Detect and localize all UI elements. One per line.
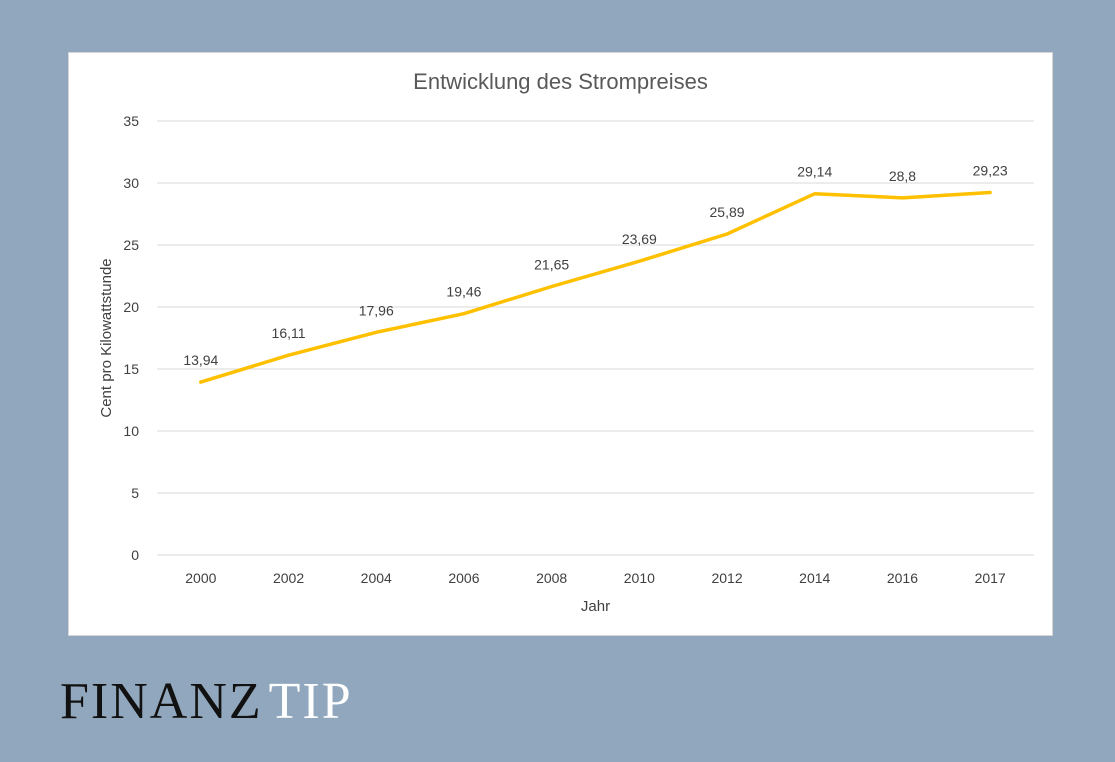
y-tick-label: 0 bbox=[131, 547, 139, 563]
x-tick-label: 2016 bbox=[887, 570, 918, 586]
data-label: 19,46 bbox=[446, 284, 481, 300]
y-tick-label: 10 bbox=[123, 423, 139, 439]
data-label: 29,14 bbox=[797, 164, 832, 180]
data-label: 17,96 bbox=[359, 302, 394, 318]
y-tick-label: 15 bbox=[123, 361, 139, 377]
finanztip-logo: FINANZ TIP bbox=[60, 676, 353, 728]
y-tick-label: 20 bbox=[123, 299, 139, 315]
data-labels: 13,94 16,11 17,96 19,46 21,65 23,69 25,89 29,14… bbox=[183, 163, 1008, 369]
y-axis-label: Cent pro Kilowattstunde bbox=[98, 258, 115, 417]
gridlines bbox=[157, 120, 1034, 556]
data-label: 23,69 bbox=[622, 231, 657, 247]
y-tick-label: 30 bbox=[123, 175, 139, 191]
chart-panel: Entwicklung des Strompreises 0 5 10 15 20 25 3… bbox=[68, 52, 1053, 636]
y-tick-label: 35 bbox=[123, 113, 139, 129]
x-tick-label: 2010 bbox=[624, 570, 655, 586]
x-tick-label: 2008 bbox=[536, 570, 567, 586]
data-label: 21,65 bbox=[534, 257, 569, 273]
chart-title: Entwicklung des Strompreises bbox=[413, 69, 708, 94]
logo-text-finanz: FINANZ bbox=[60, 673, 263, 730]
series-line bbox=[199, 190, 992, 384]
y-tick-labels: 0 5 10 15 20 25 30 35 bbox=[123, 113, 139, 563]
x-tick-label: 2002 bbox=[273, 570, 304, 586]
x-tick-labels: 2000 2002 2004 2006 2008 2010 2012 2014 2016 2017 bbox=[185, 570, 1006, 586]
data-label: 16,11 bbox=[272, 325, 306, 341]
x-tick-label: 2000 bbox=[185, 570, 216, 586]
x-tick-label: 2004 bbox=[361, 570, 392, 586]
y-tick-label: 25 bbox=[123, 237, 139, 253]
x-tick-label: 2012 bbox=[711, 570, 742, 586]
x-tick-label: 2006 bbox=[448, 570, 479, 586]
data-label: 29,23 bbox=[973, 163, 1008, 179]
data-label: 25,89 bbox=[710, 204, 745, 220]
y-tick-label: 5 bbox=[131, 485, 139, 501]
data-label: 13,94 bbox=[183, 352, 218, 368]
x-tick-label: 2014 bbox=[799, 570, 830, 586]
logo-text-tip: TIP bbox=[268, 673, 353, 730]
x-tick-label: 2017 bbox=[975, 570, 1006, 586]
data-label: 28,8 bbox=[889, 168, 916, 184]
x-axis-label: Jahr bbox=[581, 598, 610, 615]
